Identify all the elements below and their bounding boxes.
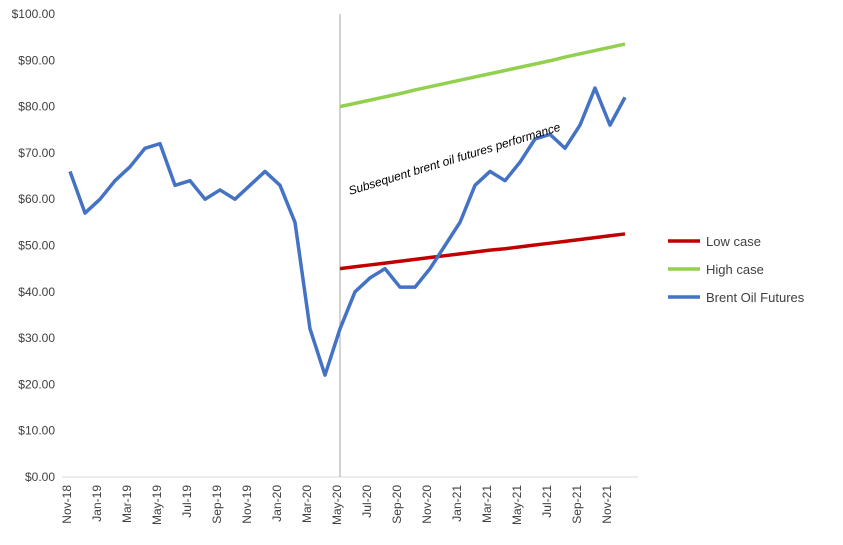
y-tick-label: $100.00 [12, 7, 56, 21]
x-tick-label: May-20 [330, 485, 344, 525]
x-tick-label: Jan-21 [450, 485, 464, 522]
x-tick-label: Jan-20 [270, 485, 284, 522]
x-tick-label: Mar-19 [120, 485, 134, 523]
x-tick-label: May-19 [150, 485, 164, 525]
y-tick-label: $20.00 [18, 377, 55, 391]
x-tick-label: Nov-20 [420, 485, 434, 524]
x-tick-label: Jul-21 [540, 485, 554, 518]
y-tick-label: $60.00 [18, 192, 55, 206]
annotation: Subsequent brent oil futures performance [347, 120, 563, 198]
legend-label: Brent Oil Futures [706, 290, 805, 305]
series-line [339, 42, 626, 109]
x-tick-label: Jan-19 [90, 485, 104, 522]
series-line [339, 232, 626, 271]
x-tick-label: May-21 [510, 485, 524, 525]
y-tick-label: $30.00 [18, 331, 55, 345]
y-tick-label: $40.00 [18, 285, 55, 299]
x-tick-label: Jul-20 [360, 485, 374, 518]
legend-label: High case [706, 262, 764, 277]
y-tick-label: $90.00 [18, 53, 55, 67]
y-tick-label: $50.00 [18, 239, 55, 253]
x-tick-label: Jul-19 [180, 485, 194, 518]
x-tick-label: Nov-21 [600, 485, 614, 524]
legend-label: Low case [706, 234, 761, 249]
x-tick-label: Sep-20 [390, 485, 404, 524]
x-tick-label: Mar-20 [300, 485, 314, 523]
y-tick-label: $80.00 [18, 100, 55, 114]
y-tick-label: $10.00 [18, 424, 55, 438]
x-tick-label: Mar-21 [480, 485, 494, 523]
x-tick-label: Sep-19 [210, 485, 224, 524]
x-tick-label: Nov-19 [240, 485, 254, 524]
x-tick-label: Nov-18 [60, 485, 74, 524]
x-tick-label: Sep-21 [570, 485, 584, 524]
y-tick-label: $0.00 [25, 470, 55, 484]
y-tick-label: $70.00 [18, 146, 55, 160]
series-line [68, 86, 627, 377]
